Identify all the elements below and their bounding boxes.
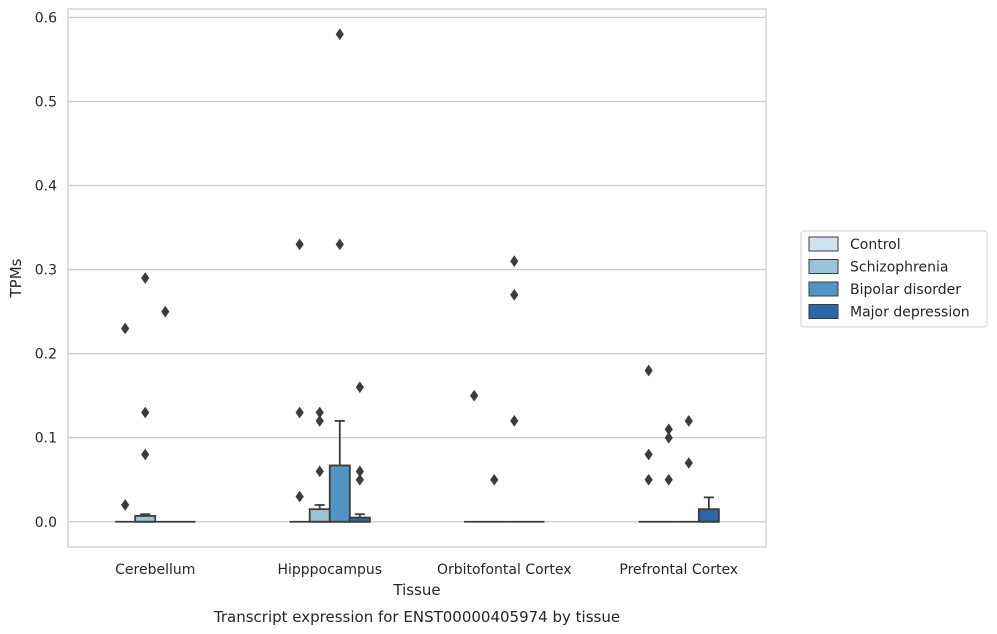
outlier-point (510, 288, 519, 301)
box-group (638, 364, 659, 523)
outlier-point (470, 389, 479, 402)
x-tick-label: Cerebellum (115, 562, 195, 578)
outlier-point (335, 28, 344, 41)
box-group (504, 255, 525, 523)
legend-label: Major depression (850, 305, 970, 321)
y-tick-label: 0.0 (35, 515, 57, 531)
box-group (464, 389, 485, 523)
legend-label: Schizophrenia (850, 260, 948, 276)
y-tick-label: 0.3 (35, 263, 57, 279)
outlier-point (684, 415, 693, 427)
chart-caption: Transcript expression for ENST0000040597… (213, 608, 620, 626)
outlier-point (141, 272, 150, 284)
y-tick-label: 0.5 (35, 94, 57, 110)
y-tick-label: 0.2 (35, 347, 57, 363)
box-group (134, 272, 157, 523)
x-tick-label: Prefrontal Cortex (619, 562, 738, 578)
y-tick-label: 0.4 (35, 179, 57, 195)
outlier-point (355, 381, 364, 394)
plot-frame (67, 8, 767, 548)
outlier-point (161, 305, 170, 318)
legend-frame (800, 230, 988, 328)
box-body (308, 508, 331, 523)
box-body (697, 508, 720, 523)
outlier-point (335, 238, 344, 251)
box-group (348, 381, 371, 523)
x-tick-labels: Cerebellum Hipppocampus Orbitofontal Corte… (115, 562, 738, 578)
box-body (328, 464, 351, 523)
outlier-point (644, 473, 653, 486)
legend-swatch (808, 281, 839, 297)
outlier-point (315, 465, 324, 478)
outlier-point (295, 238, 304, 251)
x-tick-label: Hipppocampus (277, 562, 382, 578)
y-axis-label: TPMs (7, 258, 25, 298)
outlier-point (121, 499, 130, 511)
legend-label: Control (850, 237, 901, 253)
outlier-point (121, 322, 130, 335)
box-group (697, 496, 720, 523)
grid-lines (68, 16, 766, 523)
box-group (289, 238, 310, 523)
box-group (678, 415, 699, 523)
outlier-point (490, 473, 499, 486)
outlier-point (295, 406, 304, 419)
x-tick-label: Orbitofontal Cortex (437, 562, 572, 578)
outlier-point (355, 473, 364, 486)
box-group (328, 28, 351, 523)
legend-swatch (808, 259, 839, 274)
box-group (115, 322, 136, 523)
legend: Control Schizophrenia Bipolar disorder Majo… (800, 230, 988, 328)
outlier-point (315, 415, 324, 427)
outlier-point (664, 431, 673, 444)
box-group (484, 473, 505, 523)
outlier-point (664, 473, 673, 486)
outlier-point (141, 448, 150, 461)
box-group (308, 406, 331, 523)
outlier-point (141, 406, 150, 419)
outlier-point (684, 457, 693, 469)
outlier-point (644, 448, 653, 461)
outlier-point (510, 255, 519, 268)
y-tick-label: 0.6 (35, 10, 57, 26)
y-tick-label: 0.1 (35, 431, 57, 447)
boxes (115, 28, 720, 523)
outlier-point (510, 415, 519, 427)
box-group (155, 305, 176, 523)
outlier-point (644, 364, 653, 377)
outlier-point (295, 490, 304, 503)
legend-label: Bipolar disorder (850, 282, 961, 298)
legend-swatch (808, 236, 839, 252)
x-axis-label: Tissue (392, 581, 440, 599)
y-tick-labels: 0.0 0.1 0.2 0.3 0.4 0.5 0.6 (35, 10, 57, 530)
box-group (658, 423, 679, 523)
legend-swatch (808, 304, 839, 319)
